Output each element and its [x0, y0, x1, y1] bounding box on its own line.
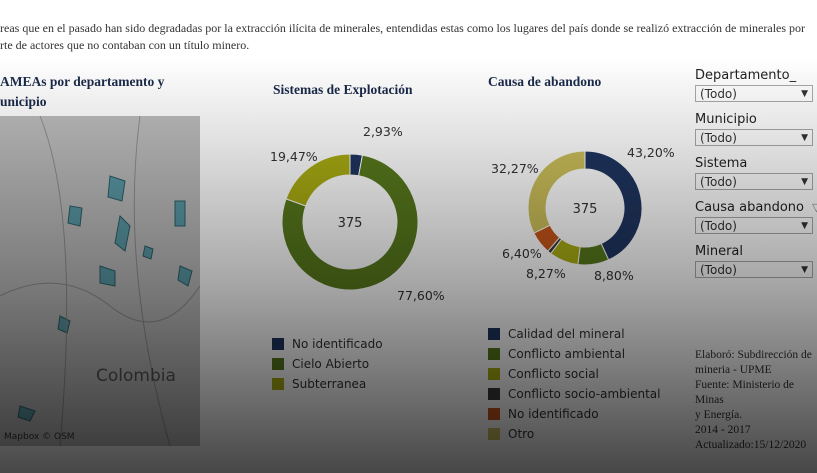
- legend-swatch: [488, 368, 500, 380]
- legend-label: No identificado: [508, 407, 599, 421]
- pct-label: 43,20%: [627, 145, 675, 160]
- map-shapes: [0, 115, 201, 447]
- filter-label: Causa abandono: [695, 200, 804, 215]
- pct-label: 8,27%: [526, 266, 566, 281]
- donut-total: 375: [338, 216, 363, 231]
- legend-label: Conflicto ambiental: [508, 347, 626, 361]
- note-line: 2014 - 2017: [695, 424, 751, 436]
- legend-item[interactable]: No identificado: [272, 334, 383, 354]
- chevron-down-icon: ▼: [801, 176, 808, 187]
- filter-value: (Todo): [700, 86, 737, 101]
- intro-text: reas que en el pasado han sido degradada…: [0, 20, 815, 54]
- intro-line: reas que en el pasado han sido degradada…: [0, 21, 806, 35]
- legend-swatch: [272, 378, 284, 390]
- legend-label: Conflicto social: [508, 367, 599, 381]
- causa-legend: Calidad del mineral Conflicto ambiental Co…: [488, 324, 660, 444]
- pct-label: 32,27%: [491, 161, 539, 176]
- country-label: Colombia: [96, 366, 176, 386]
- pct-label: 8,80%: [594, 268, 634, 283]
- chevron-down-icon: ▼: [801, 220, 808, 231]
- filter-group: Municipio (Todo) ▼: [695, 112, 813, 146]
- pct-label: 77,60%: [397, 288, 445, 303]
- note-line: Elaboró: Subdirección de: [695, 349, 812, 361]
- legend-item[interactable]: Calidad del mineral: [488, 324, 660, 344]
- filter-value: (Todo): [700, 130, 737, 145]
- legend-swatch: [272, 338, 284, 350]
- chevron-down-icon: ▼: [801, 132, 808, 143]
- legend-swatch: [488, 348, 500, 360]
- note-line: Fuente: Ministerio de Minas: [695, 379, 795, 406]
- pct-label: 19,47%: [270, 149, 318, 164]
- map-view[interactable]: Colombia Mapbox © OSM: [0, 115, 201, 447]
- filter-select[interactable]: (Todo) ▼: [695, 173, 813, 190]
- legend-label: Cielo Abierto: [292, 357, 370, 371]
- pct-label: 6,40%: [502, 246, 542, 261]
- legend-swatch: [488, 408, 500, 420]
- filter-select[interactable]: (Todo) ▼: [695, 261, 813, 278]
- sistemas-title: Sistemas de Explotación: [273, 82, 413, 97]
- legend-swatch: [488, 388, 500, 400]
- filter-icon[interactable]: ▽: [812, 201, 817, 214]
- map-title: AMEAs por departamento y unicipio: [0, 72, 164, 112]
- map-title-line: AMEAs por departamento y: [0, 74, 165, 89]
- sistemas-donut[interactable]: 375: [270, 140, 430, 305]
- legend-item[interactable]: Cielo Abierto: [272, 354, 383, 374]
- legend-label: Conflicto socio-ambiental: [508, 387, 661, 401]
- intro-line: rte de actores que no contaban con un tí…: [0, 38, 250, 52]
- chevron-down-icon: ▼: [801, 264, 808, 275]
- map-title-line: unicipio: [0, 94, 47, 109]
- legend-item[interactable]: Conflicto ambiental: [488, 344, 660, 364]
- donut-total: 375: [573, 202, 598, 217]
- legend-label: No identificado: [292, 337, 383, 351]
- filter-group: Mineral (Todo) ▼: [695, 244, 813, 278]
- source-note: Elaboró: Subdirección de mineria - UPME …: [695, 348, 813, 453]
- legend-label: Otro: [508, 427, 535, 441]
- legend-swatch: [272, 358, 284, 370]
- sistemas-legend: No identificado Cielo Abierto Subterrane…: [272, 334, 383, 394]
- filter-select[interactable]: (Todo) ▼: [695, 129, 813, 146]
- filter-value: (Todo): [700, 174, 737, 189]
- filter-group: Causa abandono ▽ (Todo) ▼: [695, 200, 817, 234]
- filter-label: Mineral: [695, 244, 743, 259]
- note-line: mineria - UPME: [695, 364, 772, 376]
- legend-swatch: [488, 428, 500, 440]
- pct-label: 2,93%: [363, 124, 403, 139]
- note-line: y Energía.: [695, 409, 743, 421]
- filter-label: Departamento_: [695, 68, 797, 83]
- legend-item[interactable]: No identificado: [488, 404, 660, 424]
- note-line: Actualizado:15/12/2020: [695, 439, 807, 451]
- map-attribution[interactable]: Mapbox © OSM: [4, 432, 75, 442]
- filters-panel: Departamento_ (Todo) ▼ Municipio (Todo) ▼ Sist…: [695, 68, 817, 288]
- legend-label: Subterranea: [292, 377, 367, 391]
- filter-group: Departamento_ (Todo) ▼: [695, 68, 813, 102]
- causa-title: Causa de abandono: [488, 74, 602, 89]
- legend-item[interactable]: Otro: [488, 424, 660, 444]
- legend-label: Calidad del mineral: [508, 327, 625, 341]
- legend-item[interactable]: Conflicto socio-ambiental: [488, 384, 660, 404]
- legend-item[interactable]: Conflicto social: [488, 364, 660, 384]
- filter-select[interactable]: (Todo) ▼: [695, 85, 813, 102]
- legend-item[interactable]: Subterranea: [272, 374, 383, 394]
- filter-label: Sistema: [695, 156, 748, 171]
- chevron-down-icon: ▼: [801, 88, 808, 99]
- legend-swatch: [488, 328, 500, 340]
- filter-group: Sistema (Todo) ▼: [695, 156, 813, 190]
- filter-value: (Todo): [700, 262, 737, 277]
- filter-select[interactable]: (Todo) ▼: [695, 217, 813, 234]
- filter-value: (Todo): [700, 218, 737, 233]
- filter-label: Municipio: [695, 112, 757, 127]
